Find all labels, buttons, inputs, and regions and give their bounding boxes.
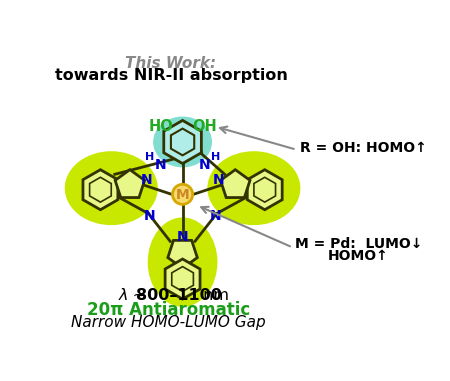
Circle shape [172,184,193,204]
Text: N: N [155,158,166,172]
Polygon shape [165,259,200,299]
Text: towards NIR-II absorption: towards NIR-II absorption [54,68,288,83]
Polygon shape [164,120,201,163]
Text: 20π Antiaromatic: 20π Antiaromatic [87,301,250,319]
Text: H: H [145,152,155,162]
Text: OH: OH [192,119,216,134]
Ellipse shape [153,117,212,167]
Text: 800–1100: 800–1100 [136,288,222,303]
Text: HO: HO [148,119,173,134]
Polygon shape [115,170,144,198]
Text: R = OH: HOMO↑: R = OH: HOMO↑ [301,141,427,155]
Text: M = Pd:  LUMO↓: M = Pd: LUMO↓ [295,237,423,251]
Text: N: N [141,173,153,187]
Text: Narrow HOMO-LUMO Gap: Narrow HOMO-LUMO Gap [71,315,266,330]
Polygon shape [83,170,118,210]
Text: N: N [198,158,210,172]
Polygon shape [220,170,250,198]
Text: nm: nm [198,288,229,303]
Text: H: H [211,152,220,162]
Ellipse shape [207,151,301,225]
Ellipse shape [148,218,217,307]
Text: HOMO↑: HOMO↑ [328,249,388,263]
Text: This Work:: This Work: [126,56,216,72]
Ellipse shape [65,151,158,225]
Text: N: N [209,209,221,223]
Polygon shape [247,170,282,210]
Polygon shape [168,240,197,268]
Text: M: M [176,188,189,202]
Text: N: N [212,173,224,187]
Text: λ ~: λ ~ [118,288,151,303]
Text: N: N [177,231,189,245]
Text: N: N [144,209,156,223]
